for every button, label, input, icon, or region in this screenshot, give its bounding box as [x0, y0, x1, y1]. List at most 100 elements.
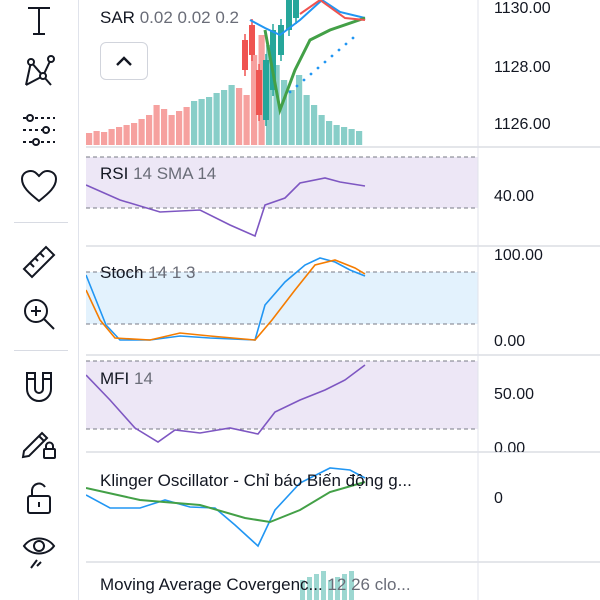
mfi-params: 14: [134, 369, 153, 388]
price-line-green: [263, 16, 366, 116]
magnet-icon: [26, 372, 52, 402]
volume-bar: [206, 97, 213, 145]
volume-bar: [318, 115, 325, 145]
volume-bar: [161, 109, 168, 145]
mfi-axis-label-low: 0.00: [494, 440, 526, 452]
volume-bar: [101, 132, 108, 145]
measure-tool-button[interactable]: [14, 242, 64, 282]
sar-dot: [288, 90, 292, 94]
pattern-tool-button[interactable]: [14, 52, 64, 92]
text-tool-button[interactable]: [14, 0, 64, 40]
volume-bar: [176, 111, 183, 145]
macd-hist-bar: [314, 574, 319, 600]
price-axis-label-2: 1128.00: [494, 59, 551, 76]
candle-body: [278, 25, 284, 55]
volume-bar: [296, 75, 303, 145]
volume-bar: [281, 80, 288, 145]
volume-bar: [266, 45, 273, 145]
klinger-legend[interactable]: Klinger Oscillator - Chỉ báo Biến động g…: [100, 471, 412, 491]
pattern-icon: [25, 55, 55, 86]
candle-body: [242, 40, 248, 70]
macd-hist-bar: [342, 574, 347, 600]
rsi-axis-label: 40.00: [494, 188, 535, 205]
indicators-icon: [23, 114, 55, 146]
volume-bar: [221, 90, 228, 145]
macd-hist-bar: [328, 580, 333, 600]
hide-drawings-button[interactable]: [14, 530, 64, 570]
mfi-legend[interactable]: MFI 14: [100, 369, 153, 389]
macd-hist-bar: [321, 571, 326, 600]
chart-area[interactable]: [86, 0, 600, 600]
volume-bar: [303, 95, 310, 145]
price-candles: [242, 0, 299, 126]
sar-dot: [337, 48, 341, 52]
rsi-params: 14 SMA 14: [133, 164, 217, 183]
candle-body: [270, 30, 276, 90]
macd-hist-bar: [349, 571, 354, 600]
volume-bar: [138, 119, 145, 145]
volume-bar: [311, 105, 318, 145]
volume-bar: [146, 115, 153, 145]
favorites-button[interactable]: [14, 166, 64, 206]
chevron-up-icon: [116, 56, 132, 66]
volume-bar: [168, 115, 175, 145]
rsi-name: RSI: [100, 164, 129, 183]
macd-params: 12 26 clo...: [327, 575, 411, 594]
volume-bar: [326, 121, 333, 145]
indicators-tool-button[interactable]: [14, 110, 64, 150]
collapse-legend-button[interactable]: [100, 42, 148, 80]
drawing-toolbar: [0, 0, 79, 600]
band-lines: [86, 156, 478, 430]
stoch-axis-label-low: 0.00: [494, 333, 526, 350]
candle-body: [263, 60, 269, 120]
volume-bar: [213, 93, 220, 145]
stoch-axis-label-high: 100.00: [494, 247, 543, 264]
klinger-axis-label: 0: [494, 490, 503, 507]
volume-bar: [153, 105, 160, 145]
volume-bar: [341, 127, 348, 145]
lock-drawings-button[interactable]: [14, 422, 64, 462]
volume-bar: [191, 101, 198, 145]
sar-legend[interactable]: SAR 0.02 0.02 0.2: [100, 8, 239, 28]
mfi-name: MFI: [100, 369, 130, 388]
sar-dot: [330, 54, 334, 58]
pane-separators: [86, 0, 600, 600]
zoom-in-button[interactable]: [14, 294, 64, 334]
price-axis-label-3: 1126.00: [494, 116, 551, 133]
volume-bar: [116, 127, 123, 145]
mfi-axis-label-high: 50.00: [494, 386, 535, 403]
sar-name: SAR: [100, 8, 135, 27]
macd-hist-bar: [307, 577, 312, 600]
volume-bar: [243, 95, 250, 145]
favorites-heart-icon: [20, 169, 58, 203]
macd-legend[interactable]: Moving Average Covergenc... 12 26 clo...: [100, 575, 411, 595]
price-axis-label-1: 1130.00: [494, 0, 551, 17]
stoch-d-line: [86, 259, 366, 341]
macd-name: Moving Average Covergenc...: [100, 575, 323, 594]
price-line-red: [299, 0, 366, 21]
volume-bar: [333, 125, 340, 145]
stoch-name: Stoch: [100, 263, 144, 282]
candle-body: [256, 70, 262, 115]
candle-body: [286, 0, 292, 30]
price-line-blue: [249, 0, 366, 37]
zoom-in-icon: [24, 299, 55, 330]
eye-visibility-icon: [22, 537, 56, 569]
unlock-icon: [27, 482, 51, 514]
magnet-mode-button[interactable]: [14, 368, 64, 408]
ruler-icon: [22, 245, 56, 279]
lock-drawing-icon: [21, 431, 56, 459]
sar-dot: [323, 60, 327, 64]
stoch-legend[interactable]: Stoch 14 1 3: [100, 263, 195, 283]
rsi-legend[interactable]: RSI 14 SMA 14: [100, 164, 216, 184]
volume-bar: [198, 99, 205, 145]
volume-bar: [228, 85, 235, 145]
volume-bar: [108, 129, 115, 145]
sar-dot: [351, 36, 355, 40]
volume-bar: [86, 133, 93, 145]
sar-dot: [309, 72, 313, 76]
volume-bar: [183, 107, 190, 145]
macd-hist-bar: [335, 577, 340, 600]
volume-bar: [356, 131, 363, 145]
unlock-button[interactable]: [14, 478, 64, 518]
